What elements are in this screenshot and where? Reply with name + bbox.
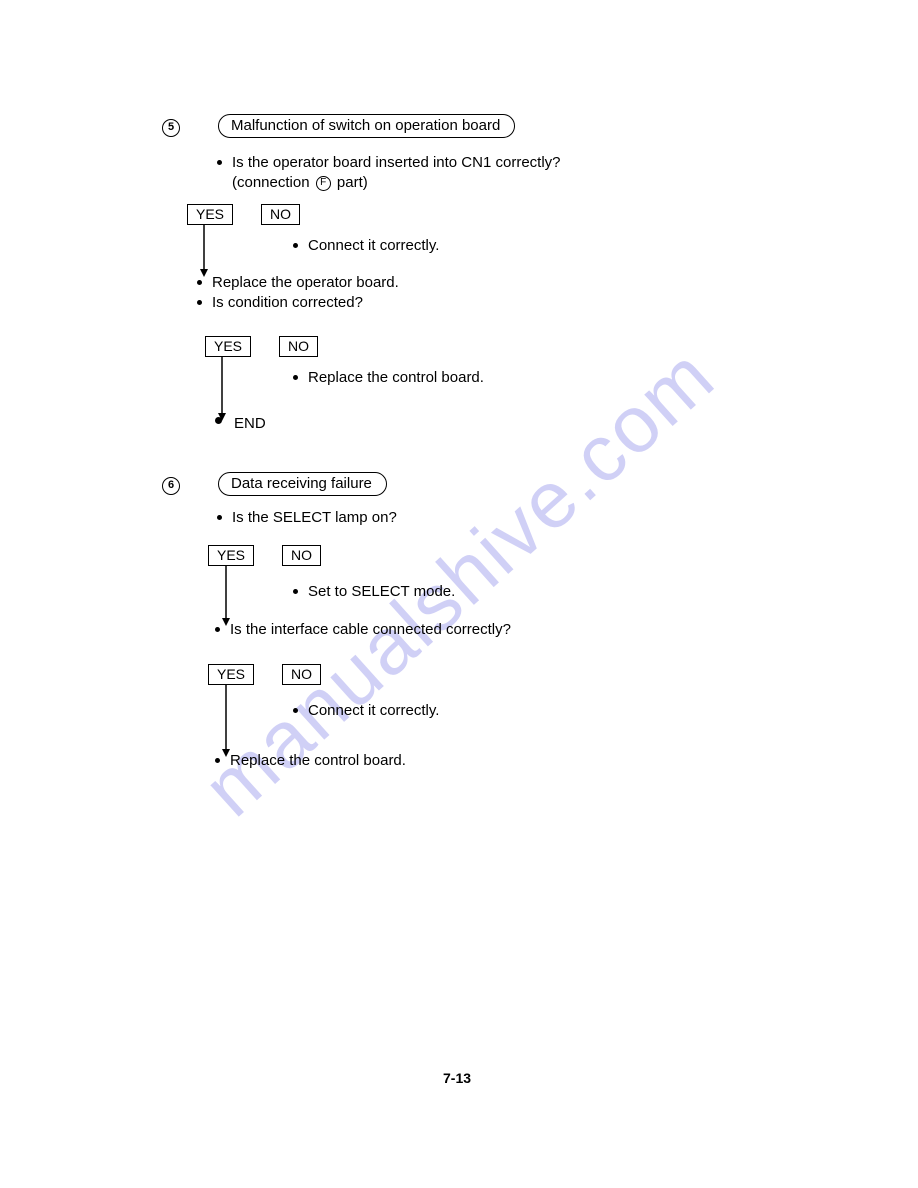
arrow-down-icon	[222, 685, 234, 760]
section-marker-5: 5	[162, 119, 180, 137]
bullet-icon	[293, 375, 298, 380]
fc5-q1-line1: Is the operator board inserted into CN1 …	[232, 154, 561, 171]
fc5-q1-line2-prefix: (connection	[232, 174, 314, 191]
fc5-d1-no-action-text: Connect it correctly.	[308, 236, 439, 256]
fc5-q1-text: Is the operator board inserted into CN1 …	[232, 153, 561, 194]
fc6-d1-no-action: Set to SELECT mode.	[293, 582, 455, 602]
fc6-d2-yes: YES	[208, 664, 254, 685]
bullet-icon	[215, 627, 220, 632]
section-title-5: Malfunction of switch on operation board	[218, 114, 515, 138]
bullet-icon	[293, 589, 298, 594]
fc5-after1: Replace the operator board. Is condition…	[197, 273, 399, 314]
fc5-after1-a: Replace the operator board.	[212, 273, 399, 293]
fc5-q1-line2-suffix: part)	[333, 174, 368, 191]
fc5-d1-no: NO	[261, 204, 300, 225]
fc6-d1-yes: YES	[208, 545, 254, 566]
fc6-after2: Replace the control board.	[215, 751, 406, 771]
bullet-icon	[293, 243, 298, 248]
fc5-d2-no-action: Replace the control board.	[293, 368, 484, 388]
section-title-6: Data receiving failure	[218, 472, 387, 496]
fc6-after2-text: Replace the control board.	[230, 751, 406, 771]
fc5-after1-b: Is condition corrected?	[212, 293, 363, 313]
fc6-d2-no: NO	[282, 664, 321, 685]
fc6-after1: Is the interface cable connected correct…	[215, 620, 511, 640]
arrow-down-icon	[218, 357, 230, 424]
fc6-d1-no-action-text: Set to SELECT mode.	[308, 582, 455, 602]
bullet-icon	[197, 280, 202, 285]
bullet-icon	[293, 708, 298, 713]
fc5-question-1: Is the operator board inserted into CN1 …	[217, 153, 617, 194]
fc5-d2-no: NO	[279, 336, 318, 357]
bullet-icon	[217, 160, 222, 165]
fc5-d1-yes: YES	[187, 204, 233, 225]
fc5-d2-yes: YES	[205, 336, 251, 357]
fc6-question-1: Is the SELECT lamp on?	[217, 508, 397, 528]
bullet-icon	[215, 758, 220, 763]
fc6-after1-text: Is the interface cable connected correct…	[230, 620, 511, 640]
page: { "watermark": { "text": "manualshive.co…	[0, 0, 918, 1188]
fc6-d1-no: NO	[282, 545, 321, 566]
arrow-down-icon	[200, 225, 212, 280]
bullet-icon	[197, 300, 202, 305]
fc5-end: END	[234, 415, 266, 432]
fc6-d2-no-action-text: Connect it correctly.	[308, 701, 439, 721]
fc6-d2-no-action: Connect it correctly.	[293, 701, 439, 721]
circled-f-icon: F	[316, 176, 331, 191]
bullet-icon	[217, 515, 222, 520]
fc5-d1-no-action: Connect it correctly.	[293, 236, 439, 256]
section-marker-6: 6	[162, 477, 180, 495]
fc5-d2-no-action-text: Replace the control board.	[308, 368, 484, 388]
fc6-q1-text: Is the SELECT lamp on?	[232, 508, 397, 528]
end-dot-icon	[215, 417, 222, 424]
page-number: 7-13	[443, 1070, 471, 1086]
